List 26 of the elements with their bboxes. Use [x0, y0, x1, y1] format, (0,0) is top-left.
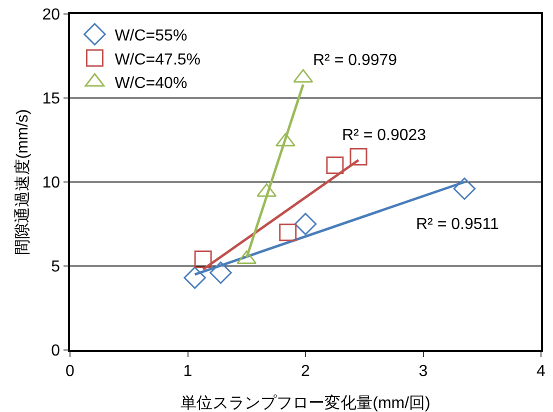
annotation: R² = 0.9023	[342, 127, 426, 144]
x-axis-title: 単位スランプフロー変化量(mm/回)	[180, 394, 430, 412]
annotation: R² = 0.9511	[416, 216, 499, 233]
y-tick-label: 20	[42, 6, 60, 24]
point	[294, 212, 317, 236]
point	[194, 250, 212, 268]
legend-label: W/C=55%	[114, 28, 188, 44]
point	[453, 178, 476, 200]
x-tick-label: 2	[301, 362, 310, 380]
x-tick-label: 1	[183, 362, 192, 380]
legend-label: W/C=47.5%	[114, 51, 201, 68]
point	[350, 148, 368, 166]
y-tick-label: 10	[42, 174, 60, 192]
annotation: R² = 0.9979	[313, 52, 398, 69]
legend-label: W/C=40%	[114, 75, 188, 92]
point	[184, 266, 206, 289]
x-tick-label: 4	[536, 362, 546, 380]
x-tick-label: 3	[418, 362, 428, 380]
y-tick-label: 0	[51, 342, 60, 360]
y-tick-label: 5	[51, 258, 60, 276]
x-tick-label: 0	[66, 362, 75, 380]
point	[326, 156, 344, 174]
point	[210, 262, 232, 284]
point	[279, 224, 297, 242]
y-tick-label: 15	[42, 90, 60, 108]
y-axis-title: 間隙通過速度(mm/s)	[14, 109, 32, 255]
